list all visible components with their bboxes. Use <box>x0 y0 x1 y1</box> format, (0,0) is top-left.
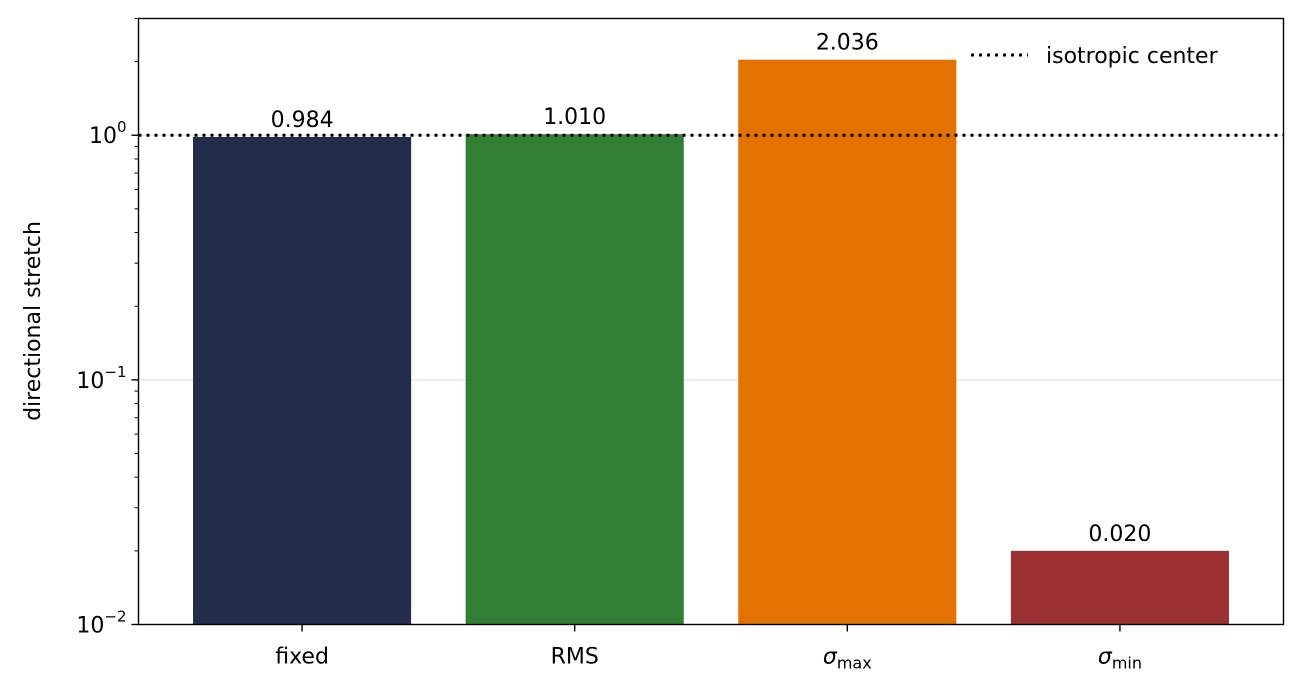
bars-layer <box>193 59 1229 625</box>
x-tick-label: fixed <box>275 645 329 670</box>
y-tick-label: 10−1 <box>76 363 126 394</box>
bar-2 <box>465 134 684 625</box>
data-label-2: 1.010 <box>543 105 606 130</box>
x-tick-label: RMS <box>551 645 599 670</box>
x-tick-label: σmax <box>823 645 872 673</box>
y-tick-label: 100 <box>89 118 127 149</box>
legend: isotropic center <box>971 44 1219 69</box>
bar-1 <box>193 136 412 625</box>
x-axis: fixed RMS σmax σmin <box>275 624 1142 673</box>
y-axis: 10−2 10−1 100 <box>76 18 139 639</box>
x-tick-label: σmin <box>1098 645 1142 673</box>
y-axis-label: directional stretch <box>21 221 46 421</box>
data-label-1: 0.984 <box>271 108 334 133</box>
legend-entry-label: isotropic center <box>1046 44 1219 69</box>
bar-3 <box>738 59 957 625</box>
plot-frame <box>137 17 1285 626</box>
y-tick-label: 10−2 <box>76 608 126 639</box>
data-label-3: 2.036 <box>816 31 879 56</box>
data-label-4: 0.020 <box>1088 522 1151 547</box>
data-labels: 0.984 1.010 2.036 0.020 <box>271 31 1152 547</box>
bar-4 <box>1010 550 1229 625</box>
